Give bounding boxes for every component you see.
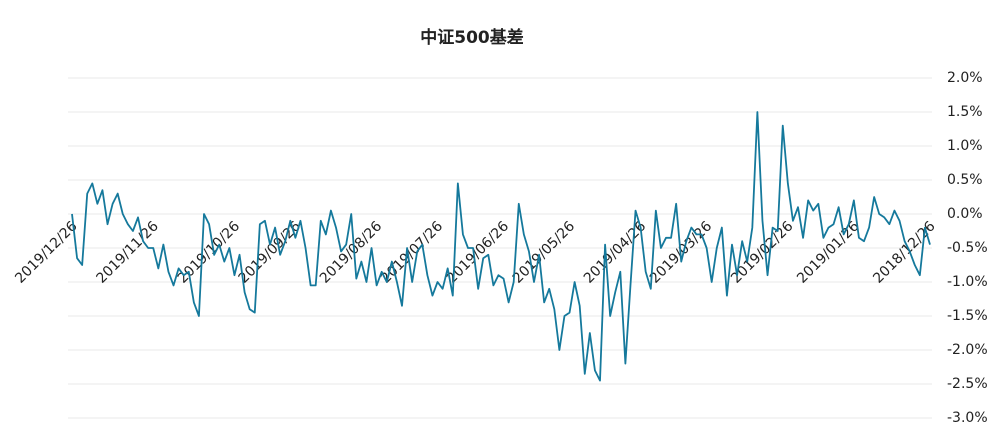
- y-tick-label: -1.0%: [947, 274, 988, 290]
- y-tick-label: 0.0%: [947, 206, 983, 222]
- data-line: [71, 111, 931, 382]
- x-tick-label: 2019/09/26: [236, 218, 304, 286]
- y-tick-label: -2.5%: [947, 376, 988, 392]
- y-tick-label: -1.5%: [947, 308, 988, 324]
- y-tick-label: -0.5%: [947, 240, 988, 256]
- y-tick-label: 1.0%: [947, 138, 983, 154]
- x-tick-label: 2018/12/26: [870, 218, 938, 286]
- chart-title: 中证500基差: [420, 27, 524, 48]
- y-tick-label: -2.0%: [947, 342, 988, 358]
- y-tick-label: 1.5%: [947, 104, 983, 120]
- y-tick-label: -3.0%: [947, 410, 988, 426]
- x-tick-label: 2019/12/26: [12, 218, 80, 286]
- x-tick-label: 2019/11/26: [94, 218, 162, 286]
- y-tick-label: 2.0%: [947, 70, 983, 86]
- x-tick-label: 2019/04/26: [581, 218, 649, 286]
- x-tick-label: 2019/05/26: [510, 218, 578, 286]
- y-tick-label: 0.5%: [947, 172, 983, 188]
